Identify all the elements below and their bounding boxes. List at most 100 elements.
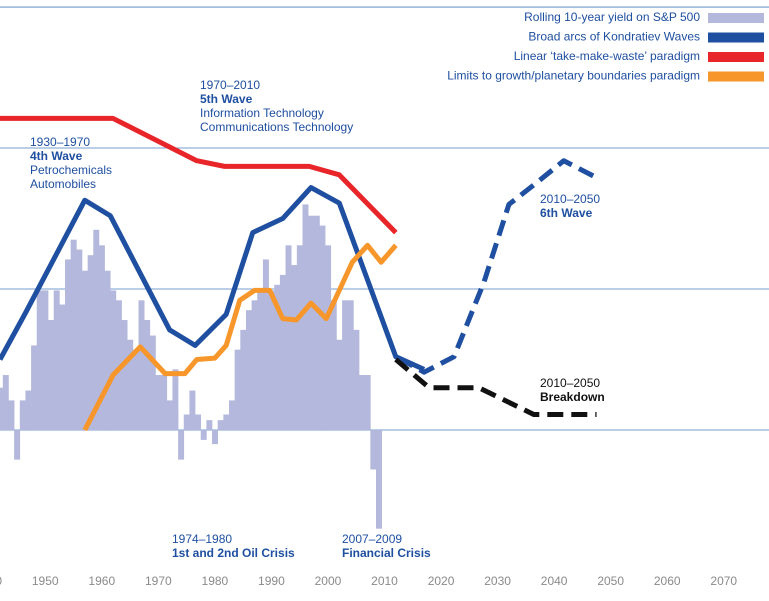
bar (308, 215, 315, 431)
bar (98, 245, 105, 431)
bar (172, 369, 179, 431)
bar (166, 400, 173, 431)
bar (42, 290, 49, 431)
legend-swatch (708, 32, 764, 43)
line (82, 242, 398, 432)
annotation-label: 4th Wave (30, 149, 83, 163)
bar (161, 375, 168, 431)
bar (285, 245, 292, 431)
x-tick-label: 2020 (428, 574, 455, 588)
bar (0, 387, 4, 431)
x-tick-label: 2060 (654, 574, 681, 588)
x-tick-label: 2070 (710, 574, 737, 588)
annotation-detail: Petrochemicals (30, 163, 112, 177)
x-tick-label: 1970 (145, 574, 172, 588)
bar (336, 339, 343, 431)
bar (59, 304, 66, 431)
legend-label: Broad arcs of Kondratiev Waves (528, 30, 700, 44)
annotation-detail: Information Technology (200, 106, 324, 120)
bar (93, 229, 100, 431)
bar (229, 400, 235, 431)
x-tick-label: 2010 (371, 574, 398, 588)
bar (240, 329, 247, 431)
x-tick-label: 1990 (258, 574, 285, 588)
bar (19, 400, 26, 431)
bar (330, 300, 337, 431)
bar (279, 274, 286, 431)
x-tick-label: 2030 (484, 574, 511, 588)
bar (183, 414, 190, 431)
bar (217, 420, 224, 431)
annotation-label: Financial Crisis (342, 546, 431, 560)
bar (359, 375, 366, 431)
bar (132, 349, 139, 431)
bar (76, 249, 83, 431)
bar (2, 375, 9, 431)
bar (251, 300, 258, 431)
bar (70, 239, 77, 431)
bar (36, 290, 43, 431)
x-tick-label: 1980 (202, 574, 229, 588)
annotation-period: 1930–1970 (30, 135, 90, 149)
bar (234, 349, 241, 431)
annotation-detail: Automobiles (30, 177, 96, 191)
bar (110, 290, 117, 431)
bar (268, 290, 275, 431)
bar (353, 329, 360, 431)
bar (291, 265, 298, 431)
annotation-period: 2010–2050 (540, 376, 600, 390)
bar (149, 335, 156, 431)
bar (87, 255, 94, 431)
legend-label: Linear ‘take-make-waste’ paradigm (514, 49, 700, 63)
legend-swatch (708, 52, 764, 62)
bar (257, 290, 264, 431)
bar (178, 430, 185, 460)
bar (364, 375, 371, 431)
bar (81, 270, 88, 431)
bar (104, 270, 111, 431)
bar (138, 300, 145, 431)
x-tick-label: 2000 (315, 574, 342, 588)
bar (48, 320, 55, 431)
bar (195, 414, 202, 431)
bar (296, 245, 303, 431)
bar (8, 400, 15, 431)
bar (31, 345, 38, 431)
annotation-label: 1st and 2nd Oil Crisis (172, 546, 295, 560)
bar (206, 420, 213, 431)
annotation-period: 1974–1980 (172, 532, 232, 546)
annotation-detail: Communications Technology (200, 120, 353, 134)
bar (212, 430, 218, 445)
bar (53, 290, 60, 431)
legend-label: Limits to growth/planetary boundaries pa… (447, 69, 700, 83)
bar (347, 300, 354, 431)
annotation-label: Breakdown (540, 390, 605, 404)
bar (313, 215, 320, 431)
legend-swatch (708, 71, 764, 82)
bar (262, 259, 269, 431)
x-tick-label: 2050 (597, 574, 624, 588)
annotation-label: 5th Wave (200, 92, 253, 106)
bar (65, 259, 71, 431)
annotation-period: 1970–2010 (200, 78, 260, 92)
projection-line (397, 158, 598, 375)
x-tick-label: 2040 (541, 574, 568, 588)
line (0, 185, 426, 372)
x-tick-label: 1940 (0, 574, 2, 588)
bar (127, 339, 134, 431)
bar (121, 320, 128, 431)
annotation-label: 6th Wave (540, 206, 593, 220)
bar (223, 414, 230, 431)
bar (319, 225, 326, 431)
bar (325, 245, 332, 431)
bar (115, 300, 122, 431)
bar (245, 310, 252, 431)
bar (342, 300, 349, 431)
bar (376, 430, 382, 529)
bar (25, 390, 32, 431)
bar (274, 284, 281, 431)
x-tick-label: 1950 (32, 574, 59, 588)
bar (14, 430, 21, 460)
legend-swatch (708, 13, 764, 23)
